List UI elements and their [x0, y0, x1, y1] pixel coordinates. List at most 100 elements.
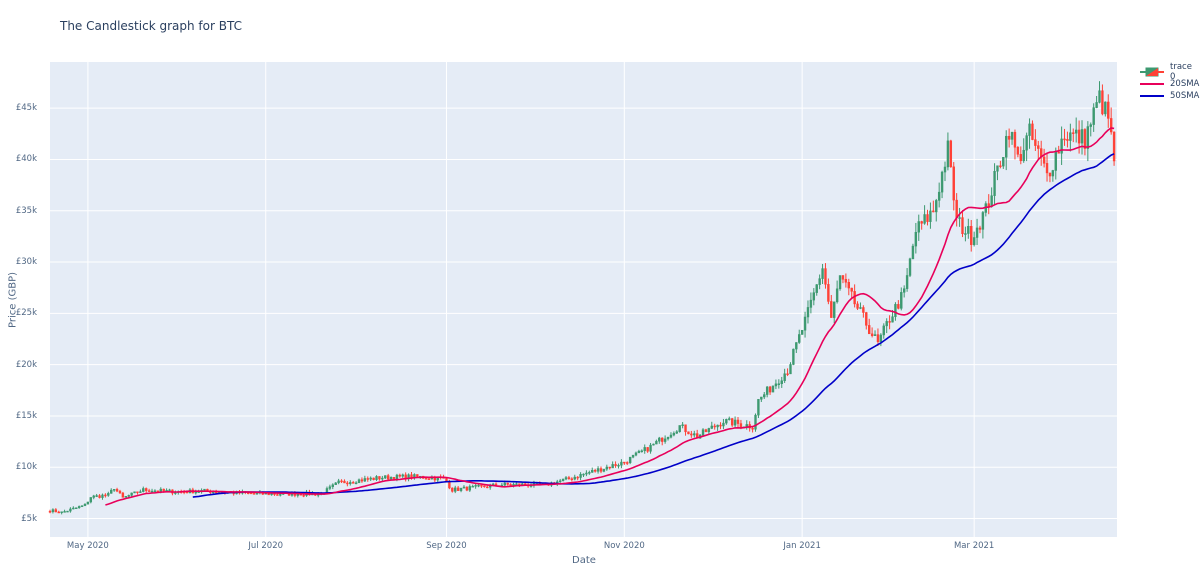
candle[interactable] [789, 364, 792, 375]
candle[interactable] [66, 510, 69, 513]
candle[interactable] [115, 489, 119, 492]
candle[interactable] [725, 419, 728, 424]
candle[interactable] [83, 503, 87, 506]
candle[interactable] [611, 464, 614, 469]
candle[interactable] [608, 466, 611, 469]
candle[interactable] [658, 437, 661, 442]
candle[interactable] [252, 493, 256, 495]
candle[interactable] [844, 279, 848, 283]
candle[interactable] [672, 432, 676, 436]
candle[interactable] [841, 275, 845, 280]
candle[interactable] [51, 509, 55, 513]
candle[interactable] [456, 487, 460, 491]
candle[interactable] [710, 425, 713, 429]
candle[interactable] [249, 492, 253, 495]
candle[interactable] [914, 231, 918, 247]
candle[interactable] [1034, 139, 1037, 146]
candle[interactable] [967, 225, 970, 234]
candle[interactable] [427, 478, 431, 480]
candle[interactable] [911, 245, 915, 260]
candle[interactable] [142, 488, 145, 492]
candle[interactable] [730, 418, 734, 426]
candle[interactable] [121, 492, 125, 498]
candle[interactable] [655, 440, 658, 445]
candle[interactable] [716, 424, 719, 428]
candle[interactable] [879, 334, 883, 343]
candle[interactable] [780, 380, 783, 384]
candle[interactable] [162, 488, 165, 492]
candle[interactable] [827, 284, 830, 302]
sma50-line[interactable] [192, 153, 1115, 498]
candle[interactable] [768, 386, 772, 393]
candle[interactable] [751, 427, 754, 430]
candle[interactable] [754, 414, 757, 430]
candle[interactable] [935, 200, 938, 213]
candle[interactable] [824, 268, 827, 285]
candle[interactable] [771, 385, 775, 393]
candle[interactable] [684, 424, 687, 433]
candle[interactable] [1005, 135, 1008, 158]
candle[interactable] [937, 191, 941, 201]
candle[interactable] [561, 478, 565, 482]
candle[interactable] [818, 278, 821, 285]
candle[interactable] [118, 490, 122, 494]
candle[interactable] [728, 418, 731, 420]
legend-item-50sma[interactable]: 50SMA [1140, 90, 1200, 102]
candle[interactable] [996, 165, 999, 172]
candle[interactable] [806, 307, 810, 318]
candle[interactable] [1037, 145, 1040, 149]
candle[interactable] [809, 299, 813, 308]
candle[interactable] [107, 493, 110, 496]
candle[interactable] [978, 227, 982, 230]
candle[interactable] [964, 233, 967, 235]
candle[interactable] [815, 284, 818, 293]
candle[interactable] [602, 468, 606, 472]
candle[interactable] [774, 383, 778, 387]
candle[interactable] [573, 476, 576, 480]
candle[interactable] [786, 373, 789, 375]
candle[interactable] [1048, 172, 1052, 177]
candle[interactable] [800, 329, 804, 335]
candle[interactable] [474, 485, 477, 487]
candle[interactable] [661, 437, 664, 442]
candle[interactable] [897, 304, 900, 309]
candle[interactable] [1086, 126, 1090, 149]
candle[interactable] [888, 321, 891, 323]
candle[interactable] [80, 505, 84, 507]
candle[interactable] [1007, 135, 1011, 140]
candle[interactable] [168, 489, 171, 492]
candle[interactable] [503, 482, 506, 486]
candle[interactable] [652, 443, 655, 446]
candle[interactable] [386, 475, 390, 480]
candle[interactable] [351, 482, 355, 484]
candle[interactable] [795, 342, 798, 350]
candle[interactable] [1022, 149, 1025, 162]
candle[interactable] [940, 171, 944, 193]
candle[interactable] [340, 480, 343, 483]
candle[interactable] [757, 399, 760, 416]
candle[interactable] [1107, 101, 1110, 119]
candle[interactable] [369, 477, 372, 480]
candle[interactable] [416, 474, 419, 477]
candle[interactable] [110, 489, 113, 494]
candle[interactable] [719, 424, 722, 427]
candle[interactable] [1083, 129, 1087, 149]
candle[interactable] [483, 485, 486, 488]
candle[interactable] [865, 312, 868, 326]
candle[interactable] [830, 301, 833, 318]
candle[interactable] [867, 325, 871, 335]
candle[interactable] [862, 307, 865, 313]
candle[interactable] [1025, 135, 1028, 151]
candle[interactable] [681, 424, 684, 426]
candle[interactable] [870, 333, 874, 336]
candle[interactable] [1042, 156, 1046, 164]
candle[interactable] [891, 316, 894, 323]
candle[interactable] [564, 477, 568, 480]
candle[interactable] [961, 217, 964, 235]
candle[interactable] [343, 480, 346, 484]
candle[interactable] [838, 275, 842, 290]
candle[interactable] [952, 166, 955, 201]
candle[interactable] [486, 486, 489, 489]
candle[interactable] [908, 258, 912, 276]
candle[interactable] [1066, 138, 1069, 141]
